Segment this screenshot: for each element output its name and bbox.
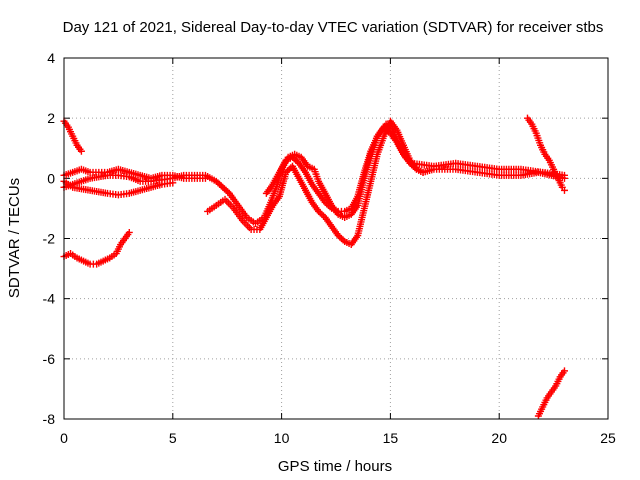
grid <box>64 58 608 419</box>
x-axis-label: GPS time / hours <box>278 458 392 475</box>
x-tick-label: 25 <box>600 430 616 446</box>
data-point <box>169 179 177 187</box>
series-track-h <box>523 114 568 194</box>
y-tick-label: -4 <box>43 291 56 307</box>
y-tick-label: -6 <box>43 351 56 367</box>
data-point <box>560 186 568 194</box>
y-tick-label: 0 <box>47 170 55 186</box>
data-point <box>77 147 85 155</box>
data-point <box>326 203 334 211</box>
data-point <box>125 228 133 236</box>
y-tick-label: 2 <box>47 110 55 126</box>
series-track-d <box>204 117 568 249</box>
y-tick-label: -8 <box>43 411 56 427</box>
series-track-g <box>60 117 85 155</box>
data-point <box>419 168 427 176</box>
series-track-b <box>60 165 209 182</box>
data-point <box>411 164 419 172</box>
series-track-f <box>60 228 133 268</box>
data-point <box>224 188 232 196</box>
chart-title: Day 121 of 2021, Sidereal Day-to-day VTE… <box>63 19 604 36</box>
series-track-c <box>60 177 177 199</box>
data-point <box>560 367 568 375</box>
axis-ticks: 0 5 10 15 20 25 -8 -6 -4 -2 0 2 4 <box>43 50 616 446</box>
x-tick-label: 5 <box>169 430 177 446</box>
data-marks <box>60 114 568 420</box>
series-track-i <box>534 367 568 420</box>
x-tick-label: 10 <box>274 430 290 446</box>
series-track-e <box>262 123 427 215</box>
y-tick-label: 4 <box>47 50 55 66</box>
y-axis-label: SDTVAR / TECUs <box>6 178 23 298</box>
x-tick-label: 15 <box>383 430 399 446</box>
data-point <box>560 174 568 182</box>
data-point <box>201 174 209 182</box>
x-tick-label: 20 <box>491 430 507 446</box>
data-point <box>339 236 347 244</box>
plot-frame <box>63 57 609 420</box>
x-tick-label: 0 <box>60 430 68 446</box>
y-tick-label: -2 <box>43 231 56 247</box>
